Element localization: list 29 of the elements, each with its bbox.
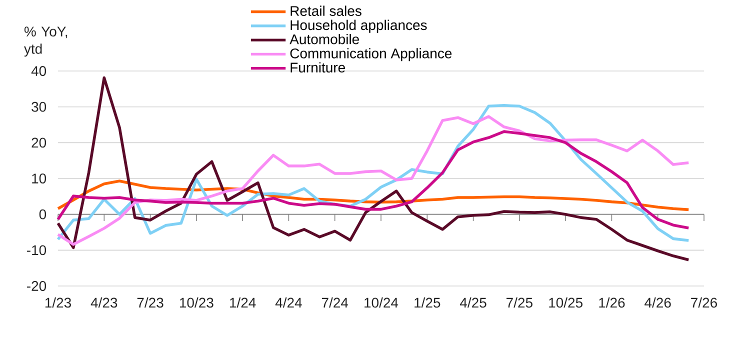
x-tick-label: 4/25 <box>460 297 486 308</box>
x-tick-label: 1/25 <box>414 297 440 308</box>
x-tick-label: 1/26 <box>599 297 625 308</box>
y-tick-label: 40 <box>31 66 46 76</box>
x-tick-label: 10/25 <box>549 297 582 308</box>
x-tick-label: 4/23 <box>90 297 118 308</box>
legend-label: Household appliances <box>290 20 427 33</box>
y-tick-label: -10 <box>27 245 46 256</box>
legend-label: Retail sales <box>290 6 362 16</box>
x-tick-label: 1/24 <box>230 297 256 308</box>
x-tick-label: 7/26 <box>691 297 718 308</box>
x-tick-label: 4/26 <box>644 297 671 308</box>
y-tick-label: 20 <box>32 138 46 148</box>
y-tick-label: 10 <box>32 174 46 184</box>
legend-label: Communication Appliance <box>290 48 452 62</box>
x-tick-label: 1/23 <box>45 297 72 308</box>
x-tick-label: 7/24 <box>322 297 348 308</box>
x-tick-label: 7/23 <box>137 297 164 308</box>
y-axis-title: % YoY, ytd <box>24 26 68 57</box>
x-tick-label: 7/25 <box>506 297 532 308</box>
legend-label: Furniture <box>290 62 345 73</box>
legend-label: Automobile <box>290 34 359 44</box>
x-tick-label: 10/24 <box>364 297 398 308</box>
y-tick-label: -20 <box>27 281 46 291</box>
y-tick-label: 30 <box>32 102 46 112</box>
x-tick-label: 10/23 <box>180 297 214 308</box>
y-tick-label: 0 <box>39 209 46 220</box>
x-tick-label: 4/24 <box>275 297 302 308</box>
line-series <box>56 76 690 262</box>
